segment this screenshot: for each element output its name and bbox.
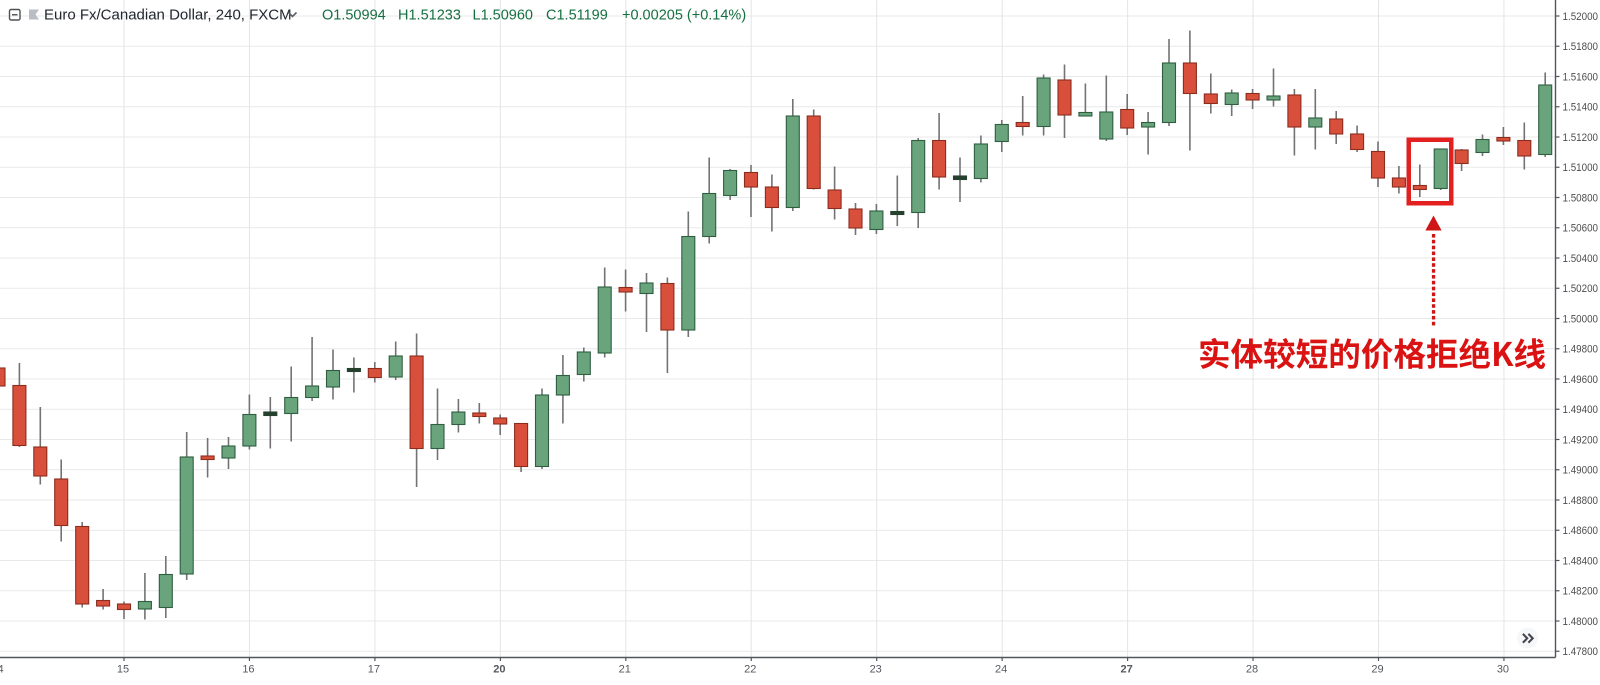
svg-text:1.49800: 1.49800 bbox=[1563, 344, 1599, 356]
svg-text:1.49000: 1.49000 bbox=[1563, 465, 1599, 477]
svg-text:1.50400: 1.50400 bbox=[1563, 253, 1599, 265]
svg-text:22: 22 bbox=[744, 664, 756, 676]
svg-text:1.51800: 1.51800 bbox=[1563, 41, 1599, 53]
svg-text:C1.51199: C1.51199 bbox=[546, 8, 608, 24]
svg-text:O1.50994: O1.50994 bbox=[322, 8, 386, 24]
svg-text:+0.00205 (+0.14%): +0.00205 (+0.14%) bbox=[622, 8, 746, 24]
svg-text:30: 30 bbox=[1497, 664, 1509, 676]
svg-text:16: 16 bbox=[242, 664, 254, 676]
svg-text:1.50800: 1.50800 bbox=[1563, 192, 1599, 204]
svg-text:28: 28 bbox=[1246, 664, 1258, 676]
svg-text:1.51000: 1.51000 bbox=[1563, 162, 1599, 174]
svg-text:1.48600: 1.48600 bbox=[1563, 525, 1599, 537]
svg-text:15: 15 bbox=[117, 664, 129, 676]
svg-text:27: 27 bbox=[1120, 664, 1132, 676]
svg-text:23: 23 bbox=[870, 664, 882, 676]
svg-text:17: 17 bbox=[368, 664, 380, 676]
svg-text:1.48000: 1.48000 bbox=[1563, 616, 1599, 628]
svg-text:1.51400: 1.51400 bbox=[1563, 102, 1599, 114]
svg-text:1.50600: 1.50600 bbox=[1563, 223, 1599, 235]
svg-text:1.51200: 1.51200 bbox=[1563, 132, 1599, 144]
svg-text:24: 24 bbox=[995, 664, 1007, 676]
svg-text:1.51600: 1.51600 bbox=[1563, 71, 1599, 83]
svg-text:1.49400: 1.49400 bbox=[1563, 404, 1599, 416]
svg-text:1.47800: 1.47800 bbox=[1563, 646, 1599, 658]
svg-text:1.48400: 1.48400 bbox=[1563, 555, 1599, 567]
svg-text:14: 14 bbox=[0, 664, 4, 676]
svg-text:1.50000: 1.50000 bbox=[1563, 313, 1599, 325]
svg-text:29: 29 bbox=[1371, 664, 1383, 676]
svg-text:20: 20 bbox=[493, 664, 505, 676]
svg-text:21: 21 bbox=[619, 664, 631, 676]
svg-text:1.49200: 1.49200 bbox=[1563, 434, 1599, 446]
svg-text:1.49600: 1.49600 bbox=[1563, 374, 1599, 386]
svg-text:1.52000: 1.52000 bbox=[1563, 11, 1599, 23]
svg-text:1.50200: 1.50200 bbox=[1563, 283, 1599, 295]
svg-text:1.48800: 1.48800 bbox=[1563, 495, 1599, 507]
svg-text:H1.51233: H1.51233 bbox=[398, 8, 461, 24]
svg-text:Euro Fx/Canadian Dollar, 240,: Euro Fx/Canadian Dollar, 240, FXCM bbox=[44, 7, 292, 24]
svg-text:L1.50960: L1.50960 bbox=[473, 8, 533, 24]
svg-text:1.48200: 1.48200 bbox=[1563, 586, 1599, 598]
